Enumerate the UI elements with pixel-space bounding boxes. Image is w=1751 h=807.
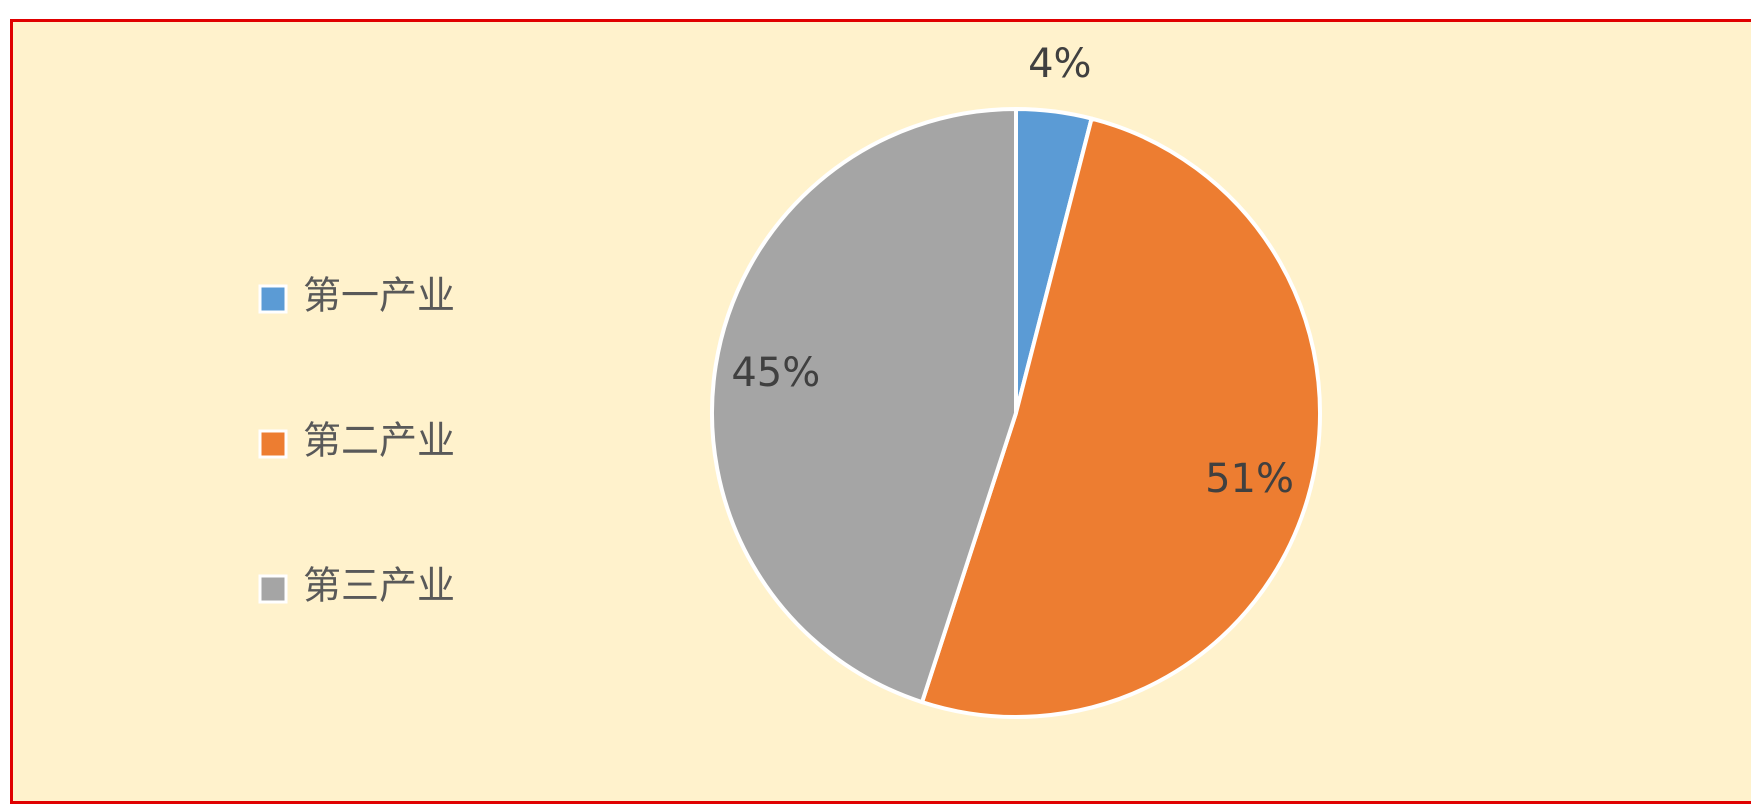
legend-label: 第二产业 — [303, 419, 455, 463]
data-label: 51% — [1205, 456, 1294, 502]
legend-label: 第一产业 — [303, 274, 455, 318]
data-label: 45% — [731, 350, 820, 396]
data-label: 4% — [1028, 41, 1091, 87]
legend-swatch — [258, 574, 288, 604]
pie-slice — [710, 107, 1018, 705]
legend-swatch — [258, 284, 288, 314]
legend-swatch — [258, 429, 288, 459]
pie-slice — [920, 116, 1323, 719]
legend-label: 第三产业 — [303, 564, 455, 608]
